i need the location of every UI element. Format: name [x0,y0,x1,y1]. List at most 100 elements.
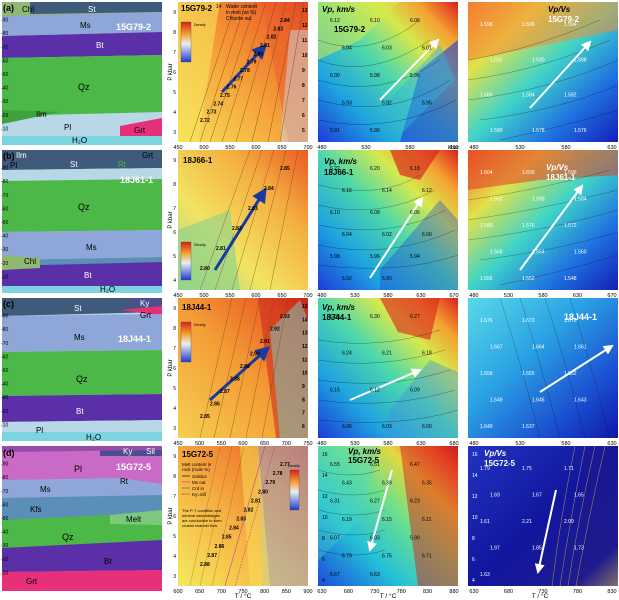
legend-item-solidus: Solidus [192,474,208,479]
right-number-label: 5 [302,128,305,134]
vp-contour-label: 6.55 [330,462,340,468]
vp-contour-label: 6.43 [342,480,352,486]
vpvs-contour-label: 1.65 [574,493,584,499]
y-tick-label: -90 [1,462,8,468]
h2o-area [2,286,162,293]
y-tick-label: -20 [1,409,8,415]
mid-y-tick-label: 4 [173,110,176,116]
contour-labels: 1.676 1.673 1.670 1.667 1.664 1.661 1.658 1.655… [480,318,587,430]
y-tick-label: -50 [1,368,8,374]
mid-y-tick-label: 6 [173,514,176,520]
vpvs-y-tick-label: 12 [472,494,478,500]
contour-labels: 2.72 2.73 2.74 2.75 2.76 2.77 2.78 2.79 2.80 2.81… [200,18,290,124]
vpvs-contour-label: 1.592 [490,57,503,63]
mineral-label-ilm: Ilm [16,151,27,160]
vp-contour-label: 6.71 [422,554,432,560]
vp-x-tick-label: 580 [383,293,392,299]
right-number-label: 12 [302,23,308,29]
vp-x-tick-label: 880 [449,589,458,595]
pt-path-arrow [539,344,614,393]
mid-x-tick-label: 850 [282,589,291,595]
note-line-0: The P-T condition and [182,508,221,513]
vp-y-tick-label: 14 [322,473,328,479]
mid-x-tick-label: 550 [225,145,234,151]
axes-layer: -90-80-70-60-50-40-30-20-10Proportion (W… [1,10,617,600]
vp-contour-label: 6.03 [370,535,380,541]
y-tick-label: -30 [1,395,8,401]
vpvs-x-tick-label: 580 [561,145,570,151]
ilm-area [2,150,162,159]
vpvs-contour-label: 1.600 [522,170,535,176]
mineral-label-pl: Pl [74,464,82,474]
mid-x-tick-label: 600 [251,293,260,299]
vp-sample: 18J66-1 [324,168,354,177]
vp-y-tick-label: 4 [322,578,325,584]
chl-area [2,255,40,270]
vpvs-contour-label: 1.596 [522,22,535,28]
density-contour-label: 2.81 [251,498,261,504]
vp-x-tick-label: 530 [350,293,359,299]
ms-area [2,230,162,260]
mid-y-axis-label: P kbar [168,359,174,376]
vp-contour-label: 6.23 [410,499,420,505]
vp-contour-label: 5.95 [422,101,432,107]
density-colorbar [180,321,192,363]
density-contour-label: 2.73 [207,110,217,116]
vp-contour-label: 6.03 [382,46,392,52]
density-contour-label: 2.78 [273,471,283,477]
vpvs-contour-label: 1.637 [522,424,535,430]
density-colorbar [289,469,300,511]
mineral-label-melt: Melt [126,515,142,524]
mid-y-tick-label: 4 [173,278,176,284]
vp-contour-label: 6.19 [342,517,352,523]
vpvs-sample: 18J61-1 [546,173,576,182]
vpvs-x-tick-label: 580 [561,441,570,447]
vpvs-contour-label: 1.61 [480,519,490,525]
mineral-label-ilm: Ilm [36,110,47,119]
density-colorbar-label: Density [194,243,206,247]
row-d-sample: 15G72-5 [116,462,151,472]
vpvs-contour-label: 1.670 [564,318,577,324]
density-contour-label: 2.84 [264,186,274,192]
vp-contour-label: 6.63 [370,572,380,578]
vp-y-tick-label: 6 [322,557,325,563]
mineral-label-kfs: Kfs [30,505,42,514]
pt-path-arrow [369,196,424,279]
mid-x-tick-label: 800 [260,589,269,595]
mid-y-tick-label: 5 [173,534,176,540]
mineral-label-h2o: H₂O [86,433,101,442]
contour-labels: 1.604 1.600 1.596 1.592 1.588 1.584 1.580 1.576… [480,170,587,282]
density-contour-label: 2.92 [270,327,280,333]
vpvs-contour-label: 1.643 [574,398,587,404]
vpvs-x-tick-label: 680 [504,589,513,595]
vp-contour-label: 6.15 [330,387,340,393]
vpvs-x-tick-label: 530 [515,441,524,447]
density-contour-label: 2.81 [260,43,270,49]
vpvs-contour-label: 1.568 [490,250,503,256]
mineral-label-chl: Chl [22,5,34,14]
y-tick-label: -60 [1,354,8,360]
vp-contour-label: 6.09 [410,387,420,393]
y-tick-label: -80 [1,475,8,481]
row-a-vp-panel: Vp, km/s 15G79-2 6.12 6.10 6.06 6.04 6.03 6.0… [317,2,458,142]
y-tick-label: -50 [1,72,8,78]
vpvs-contour-label: 1.548 [564,276,577,282]
contour-labels: 6.55 6.51 6.47 6.43 6.39 6.35 6.31 6.27 6.23 6.19… [330,462,432,578]
density-contour-label: 2.86 [210,402,220,408]
legend-items: Solidus Ms out Crd in Ky=Sill [182,474,208,497]
pl-area [2,420,162,432]
contour-labels: 6.33 6.30 6.27 6.24 6.21 6.18 6.15 6.12 6.09 6.06… [330,314,432,430]
vp-sample: 15G72-5 [348,456,380,465]
pt-path-arrow [367,469,393,552]
mineral-label-st: St [88,5,96,14]
vpvs-contour-label: 1.560 [574,250,587,256]
row-d-density-panel: Density 15G72-5 Melt content in rock (mo… [178,445,308,587]
mineral-label-qz: Qz [78,202,90,212]
mineral-label-qz: Qz [76,374,88,384]
density-contour-label: 2.88 [230,377,240,383]
vpvs-x-tick-label: 630 [607,145,616,151]
density-contour-label: 2.84 [229,526,239,532]
mid-x-tick-label: 600 [173,589,182,595]
